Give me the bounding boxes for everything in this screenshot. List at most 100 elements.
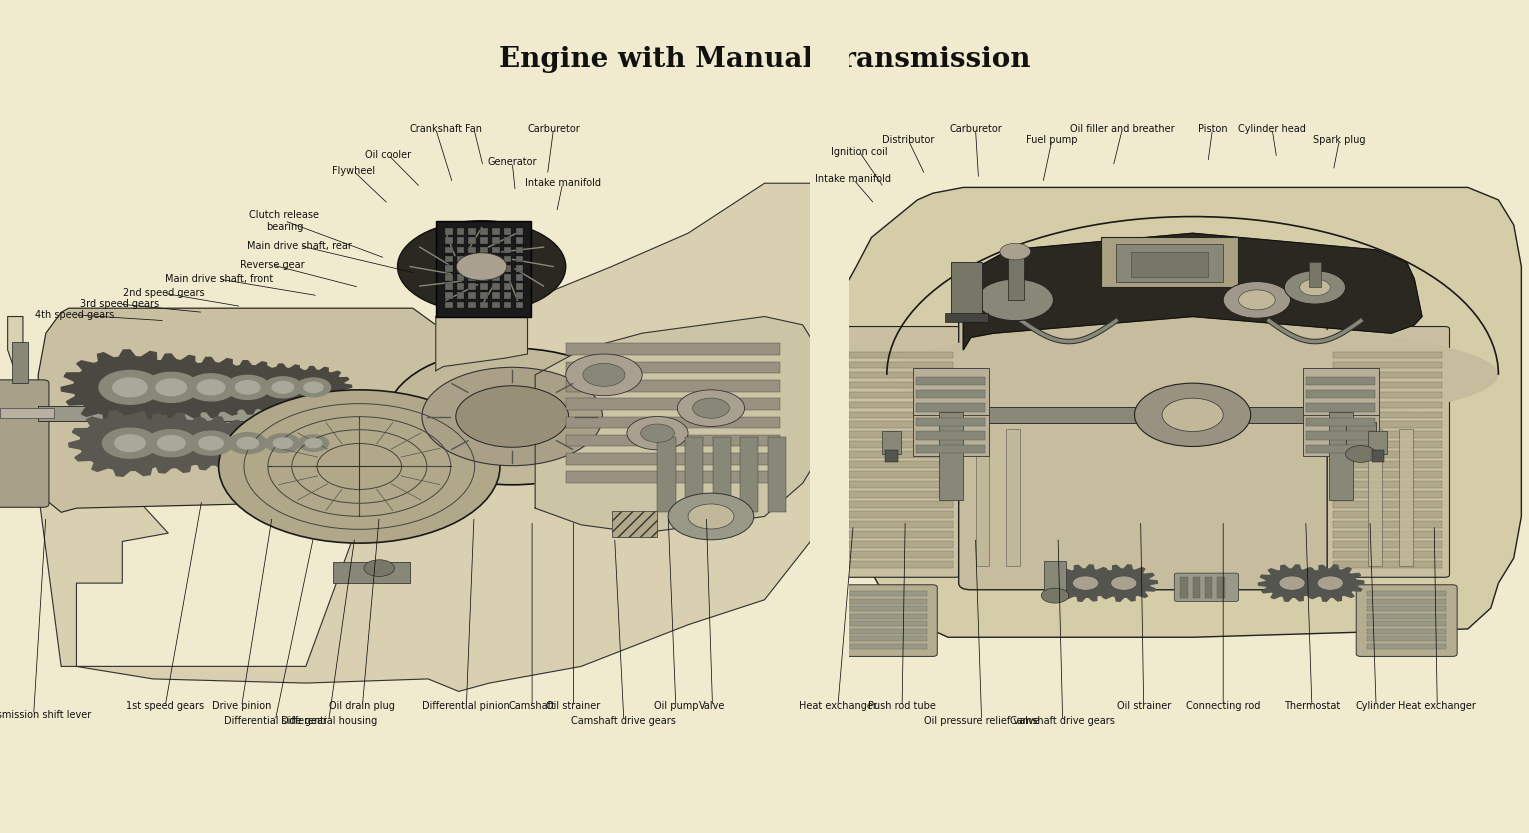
Bar bbox=[916, 431, 985, 440]
Text: Camshaft: Camshaft bbox=[509, 701, 555, 711]
Text: Intake manifold: Intake manifold bbox=[524, 178, 601, 188]
Bar bbox=[1399, 429, 1413, 566]
Circle shape bbox=[115, 435, 145, 451]
Bar bbox=[1306, 445, 1375, 453]
Polygon shape bbox=[963, 233, 1422, 350]
Circle shape bbox=[641, 424, 674, 442]
Bar bbox=[503, 292, 511, 299]
Bar bbox=[849, 481, 953, 488]
Polygon shape bbox=[205, 420, 291, 466]
Text: Fuel pump: Fuel pump bbox=[1026, 135, 1078, 145]
Circle shape bbox=[272, 382, 294, 393]
Text: Oil filler and breather: Oil filler and breather bbox=[1070, 124, 1174, 134]
Text: Valve: Valve bbox=[699, 701, 726, 711]
Bar bbox=[1333, 521, 1442, 528]
Circle shape bbox=[677, 390, 745, 426]
Bar bbox=[1367, 591, 1446, 596]
Bar bbox=[1101, 237, 1238, 287]
Bar bbox=[480, 274, 488, 281]
Bar bbox=[849, 402, 953, 408]
Bar bbox=[740, 437, 758, 512]
Circle shape bbox=[266, 434, 300, 452]
Circle shape bbox=[566, 354, 642, 396]
Text: Heat exchanger: Heat exchanger bbox=[800, 701, 876, 711]
Bar bbox=[515, 302, 523, 308]
Text: Differential side gear: Differential side gear bbox=[223, 716, 327, 726]
Bar bbox=[468, 228, 476, 235]
Bar bbox=[515, 274, 523, 281]
Text: Ignition coil: Ignition coil bbox=[830, 147, 888, 157]
Bar bbox=[916, 390, 985, 398]
Bar bbox=[882, 431, 901, 454]
Bar bbox=[0, 408, 54, 418]
Text: Oil strainer: Oil strainer bbox=[1116, 701, 1171, 711]
Text: Flywheel: Flywheel bbox=[332, 166, 375, 176]
Bar bbox=[1333, 451, 1442, 458]
Bar bbox=[1333, 402, 1442, 408]
Circle shape bbox=[1135, 383, 1251, 446]
Bar bbox=[1346, 422, 1376, 454]
Bar bbox=[515, 256, 523, 262]
Circle shape bbox=[156, 379, 187, 396]
Bar bbox=[457, 237, 465, 244]
Bar bbox=[1008, 254, 1024, 300]
Text: Distributor: Distributor bbox=[882, 135, 934, 145]
Bar bbox=[885, 450, 898, 462]
Bar bbox=[1131, 252, 1208, 277]
Bar bbox=[1333, 372, 1442, 378]
Polygon shape bbox=[61, 350, 199, 425]
Circle shape bbox=[297, 378, 330, 397]
Bar bbox=[468, 283, 476, 290]
Bar bbox=[1044, 561, 1066, 596]
Bar bbox=[850, 614, 927, 619]
Bar bbox=[566, 343, 780, 355]
Polygon shape bbox=[1052, 565, 1119, 601]
Text: Carburetor: Carburetor bbox=[950, 124, 1001, 134]
Bar bbox=[468, 265, 476, 272]
Bar bbox=[566, 435, 780, 446]
Bar bbox=[849, 441, 953, 448]
Polygon shape bbox=[38, 308, 443, 512]
Text: Intake manifold: Intake manifold bbox=[815, 174, 891, 184]
Bar bbox=[480, 237, 488, 244]
Text: Engine with Manual Transmission: Engine with Manual Transmission bbox=[498, 46, 1031, 72]
Bar bbox=[976, 429, 989, 566]
Text: Push rod tube: Push rod tube bbox=[868, 701, 936, 711]
Bar bbox=[1367, 606, 1446, 611]
Text: Oil strainer: Oil strainer bbox=[546, 701, 601, 711]
Bar bbox=[849, 431, 953, 438]
Bar bbox=[1329, 412, 1353, 500]
Bar bbox=[1333, 421, 1442, 428]
Bar bbox=[849, 421, 953, 428]
Polygon shape bbox=[275, 367, 352, 408]
Text: Main drive shaft, front: Main drive shaft, front bbox=[165, 274, 272, 284]
Circle shape bbox=[187, 374, 235, 401]
Bar bbox=[1333, 412, 1442, 418]
Circle shape bbox=[274, 438, 292, 448]
Polygon shape bbox=[116, 413, 226, 473]
Circle shape bbox=[144, 372, 199, 402]
Bar bbox=[850, 606, 927, 611]
Bar bbox=[436, 221, 531, 317]
Bar bbox=[480, 247, 488, 253]
Text: Camshaft drive gears: Camshaft drive gears bbox=[572, 716, 676, 726]
Circle shape bbox=[1000, 243, 1031, 260]
Bar bbox=[480, 265, 488, 272]
Bar bbox=[1180, 577, 1188, 598]
Bar bbox=[445, 247, 453, 253]
Circle shape bbox=[197, 380, 225, 395]
Bar bbox=[849, 392, 953, 398]
Bar bbox=[480, 283, 488, 290]
Polygon shape bbox=[833, 187, 1521, 637]
Circle shape bbox=[298, 435, 329, 451]
Bar bbox=[457, 265, 465, 272]
Bar bbox=[1006, 429, 1020, 566]
Bar bbox=[913, 410, 989, 456]
Bar bbox=[1367, 621, 1446, 626]
Circle shape bbox=[1041, 588, 1069, 603]
Bar bbox=[1367, 636, 1446, 641]
Bar bbox=[713, 437, 731, 512]
Bar bbox=[457, 256, 465, 262]
Circle shape bbox=[977, 279, 1053, 321]
Bar bbox=[1306, 377, 1375, 385]
